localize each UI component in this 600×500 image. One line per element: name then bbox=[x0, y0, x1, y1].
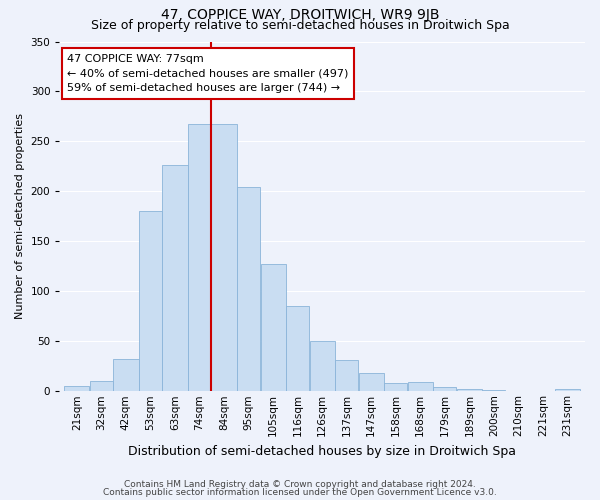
Bar bbox=[90, 382, 113, 392]
Bar bbox=[433, 388, 456, 392]
Bar bbox=[237, 188, 260, 392]
X-axis label: Distribution of semi-detached houses by size in Droitwich Spa: Distribution of semi-detached houses by … bbox=[128, 444, 516, 458]
Bar bbox=[260, 264, 286, 392]
Bar bbox=[113, 360, 139, 392]
Bar bbox=[385, 384, 407, 392]
Bar bbox=[188, 124, 211, 392]
Bar bbox=[407, 382, 433, 392]
Bar bbox=[457, 390, 482, 392]
Y-axis label: Number of semi-detached properties: Number of semi-detached properties bbox=[15, 114, 25, 320]
Bar bbox=[139, 212, 162, 392]
Bar bbox=[359, 374, 384, 392]
Bar bbox=[64, 386, 89, 392]
Bar bbox=[286, 306, 309, 392]
Text: 47, COPPICE WAY, DROITWICH, WR9 9JB: 47, COPPICE WAY, DROITWICH, WR9 9JB bbox=[161, 8, 439, 22]
Bar bbox=[335, 360, 358, 392]
Text: Size of property relative to semi-detached houses in Droitwich Spa: Size of property relative to semi-detach… bbox=[91, 19, 509, 32]
Bar bbox=[310, 342, 335, 392]
Text: Contains HM Land Registry data © Crown copyright and database right 2024.: Contains HM Land Registry data © Crown c… bbox=[124, 480, 476, 489]
Bar bbox=[211, 124, 236, 392]
Bar bbox=[482, 390, 505, 392]
Bar bbox=[555, 390, 580, 392]
Text: Contains public sector information licensed under the Open Government Licence v3: Contains public sector information licen… bbox=[103, 488, 497, 497]
Bar bbox=[163, 166, 188, 392]
Text: 47 COPPICE WAY: 77sqm
← 40% of semi-detached houses are smaller (497)
59% of sem: 47 COPPICE WAY: 77sqm ← 40% of semi-deta… bbox=[67, 54, 349, 94]
